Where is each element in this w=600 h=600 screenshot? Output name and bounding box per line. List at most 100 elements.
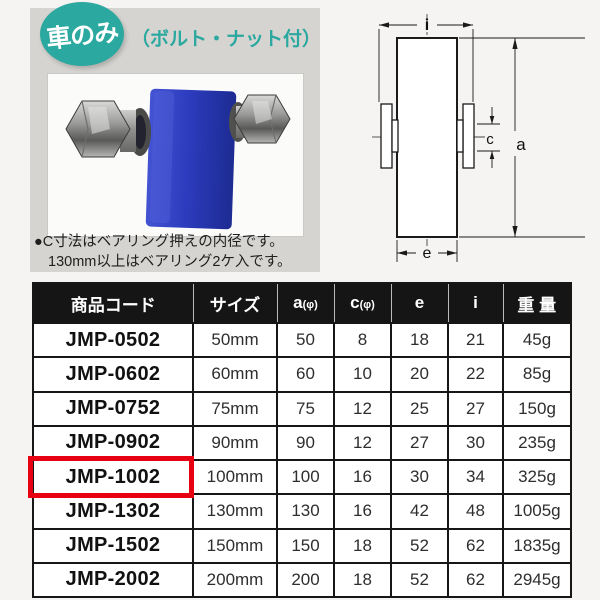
wheel-photo-graphic <box>65 88 291 230</box>
cell-product-code: JMP-0902 <box>32 424 194 462</box>
dim-c-arrow-bottom <box>489 151 495 159</box>
right-flange <box>456 103 475 169</box>
cell-size: 150mm <box>192 527 278 564</box>
bearing-note: ●C寸法はベアリング押えの内径です。 130mm以上はベアリング2ケ入です。 <box>34 232 318 272</box>
header-c: c(φ) <box>333 282 392 324</box>
cell-size: 50mm <box>192 321 278 359</box>
cell-size: 75mm <box>192 390 278 427</box>
dimension-diagram: i a c e <box>372 14 585 262</box>
cell-i: 62 <box>447 561 504 599</box>
dim-c-label: c <box>486 131 494 148</box>
cell-i: 27 <box>447 390 504 427</box>
spec-table: 商品コード サイズ a(φ) c(φ) e i 重 量 JMP-0502 50m… <box>32 282 572 599</box>
cell-weight: 1835g <box>502 527 572 564</box>
dim-a-arrow-bottom <box>512 226 518 237</box>
dim-e-arrow-left <box>397 250 407 256</box>
cell-i: 22 <box>447 356 504 393</box>
cell-i: 62 <box>447 527 504 564</box>
table-row: JMP-1502 150mm 150 18 52 62 1835g <box>32 527 572 564</box>
cell-e: 27 <box>390 424 449 462</box>
dim-i-arrow-left <box>379 22 389 28</box>
cell-product-code: JMP-1502 <box>32 527 194 564</box>
cell-size: 100mm <box>192 458 278 496</box>
header-a: a(φ) <box>276 282 335 324</box>
cell-c: 18 <box>333 561 392 599</box>
badge-label: 車のみ <box>44 18 120 54</box>
cell-weight: 1005g <box>502 493 572 530</box>
table-row: JMP-0752 75mm 75 12 25 27 150g <box>32 390 572 427</box>
dim-c-arrow-top <box>489 116 495 124</box>
cell-i: 30 <box>447 424 504 462</box>
dim-i-arrow-right <box>463 22 473 28</box>
product-photo <box>48 74 303 236</box>
cell-e: 25 <box>390 390 449 427</box>
cell-a: 130 <box>276 493 335 530</box>
cell-c: 18 <box>333 527 392 564</box>
cell-c: 16 <box>333 493 392 530</box>
left-nut <box>65 100 151 158</box>
cell-a: 200 <box>276 561 335 599</box>
cell-size: 200mm <box>192 561 278 599</box>
cell-c: 10 <box>333 356 392 393</box>
header-weight: 重 量 <box>502 282 572 324</box>
cell-e: 52 <box>390 527 449 564</box>
table-row: JMP-1302 130mm 130 16 42 48 1005g <box>32 493 572 530</box>
note-line-2: 130mm以上はベアリング2ケ入です。 <box>48 254 292 270</box>
dim-e-arrow-right <box>447 250 457 256</box>
cell-product-code-highlighted: JMP-1002 <box>32 458 194 496</box>
right-nut <box>229 94 291 144</box>
cell-weight: 45g <box>502 321 572 359</box>
cell-e: 20 <box>390 356 449 393</box>
cell-weight: 235g <box>502 424 572 462</box>
cell-a: 150 <box>276 527 335 564</box>
wheel-outline <box>396 37 458 238</box>
cell-e: 18 <box>390 321 449 359</box>
cell-product-code: JMP-0502 <box>32 321 194 359</box>
dim-a-arrow-top <box>512 38 518 49</box>
header-row: 商品コード サイズ a(φ) c(φ) e i 重 量 <box>32 282 572 324</box>
cell-size: 90mm <box>192 424 278 462</box>
header-size: サイズ <box>192 282 278 324</box>
table-row-highlighted: JMP-1002 100mm 100 16 30 34 325g <box>32 458 572 496</box>
cell-size: 130mm <box>192 493 278 530</box>
header-product-code: 商品コード <box>32 282 194 324</box>
table-row: JMP-0502 50mm 50 8 18 21 45g <box>32 321 572 359</box>
cell-e: 52 <box>390 561 449 599</box>
header-i: i <box>447 282 504 324</box>
table-row: JMP-2002 200mm 200 18 52 62 2945g <box>32 561 572 599</box>
dim-a <box>459 37 585 238</box>
cell-weight: 2945g <box>502 561 572 599</box>
cell-weight: 85g <box>502 356 572 393</box>
cell-size: 60mm <box>192 356 278 393</box>
bolt-nut-subtitle: （ボルト・ナット付） <box>131 29 322 50</box>
wheel-body <box>145 88 237 230</box>
cell-product-code: JMP-0752 <box>32 390 194 427</box>
header-e: e <box>390 282 449 324</box>
cell-e: 42 <box>390 493 449 530</box>
cell-a: 90 <box>276 424 335 462</box>
cell-a: 100 <box>276 458 335 496</box>
cell-i: 48 <box>447 493 504 530</box>
cell-c: 12 <box>333 424 392 462</box>
cell-e: 30 <box>390 458 449 496</box>
cell-product-code: JMP-0602 <box>32 356 194 393</box>
wheel-only-badge: 車のみ <box>40 2 124 66</box>
spec-table-container: 商品コード サイズ a(φ) c(φ) e i 重 量 JMP-0502 50m… <box>28 282 572 599</box>
dim-i-label: i <box>425 17 429 34</box>
cell-i: 21 <box>447 321 504 359</box>
dim-e-label: e <box>423 245 432 262</box>
cell-a: 50 <box>276 321 335 359</box>
cell-weight: 325g <box>502 458 572 496</box>
cell-product-code: JMP-1302 <box>32 493 194 530</box>
product-info-panel: ●C寸法はベアリング押えの内径です。 130mm以上はベアリング2ケ入です。 <box>30 8 320 272</box>
cell-c: 12 <box>333 390 392 427</box>
left-flange <box>380 103 399 169</box>
cell-c: 16 <box>333 458 392 496</box>
cell-weight: 150g <box>502 390 572 427</box>
cell-a: 60 <box>276 356 335 393</box>
cell-c: 8 <box>333 321 392 359</box>
table-row: JMP-0602 60mm 60 10 20 22 85g <box>32 356 572 393</box>
cell-a: 75 <box>276 390 335 427</box>
cell-product-code: JMP-2002 <box>32 561 194 599</box>
